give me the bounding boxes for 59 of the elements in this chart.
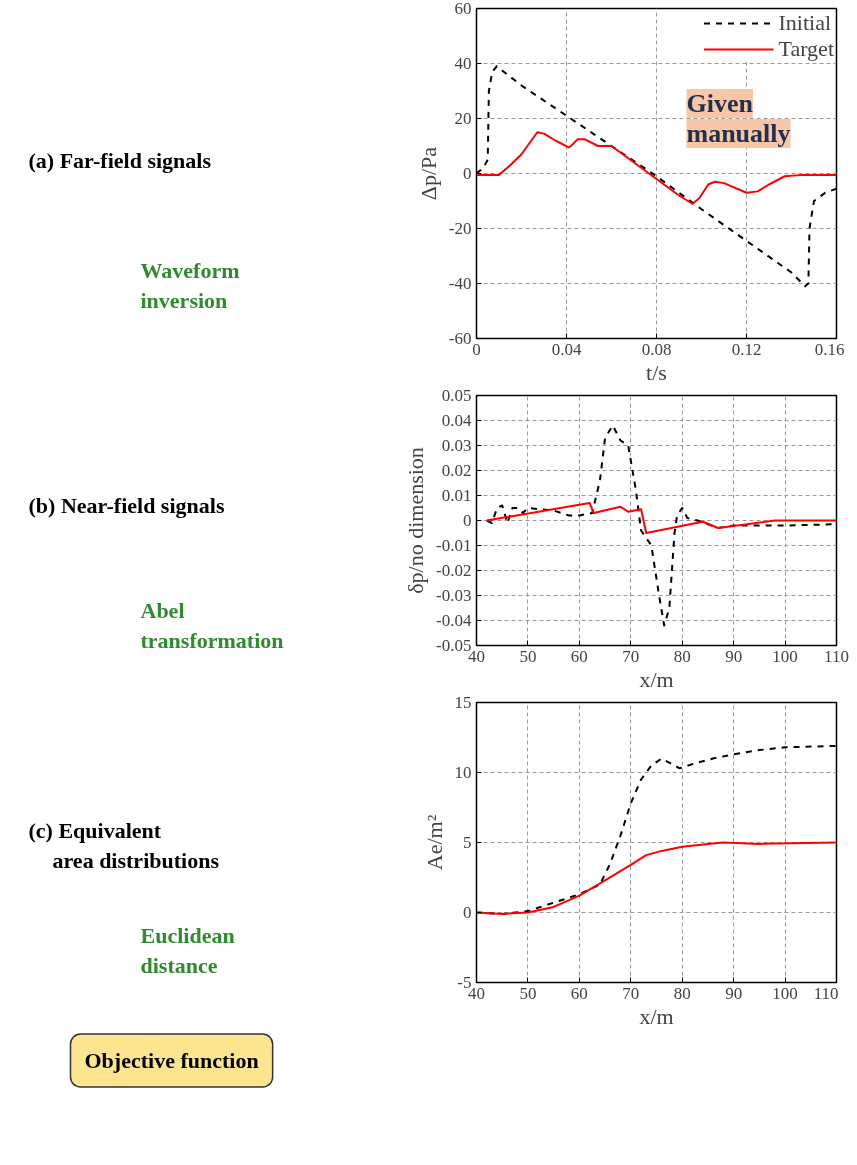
x-tick-label: 110: [824, 646, 849, 666]
y-tick-label: -0.03: [436, 586, 472, 605]
y-tick-label: -5: [457, 973, 472, 992]
y-tick-label: 15: [454, 693, 472, 712]
y-tick-label: -40: [448, 274, 472, 293]
y-tick-label: 0: [463, 164, 472, 183]
x-axis-title: x/m: [639, 666, 674, 692]
text: (b) Near-field signals: [28, 493, 225, 518]
y-tick-label: 0: [463, 511, 472, 530]
y-tick-label: -0.01: [436, 536, 472, 555]
y-tick-label: 0.01: [441, 486, 472, 505]
legend-label: Target: [778, 36, 834, 62]
y-tick-label: -20: [448, 219, 472, 238]
y-tick-label: 5: [463, 833, 472, 852]
x-tick-label: 0.04: [551, 339, 582, 359]
text: Abel transformation: [140, 598, 284, 653]
y-tick-label: -0.05: [436, 636, 472, 655]
text: Objective function: [84, 1048, 259, 1073]
x-tick-label: 100: [772, 983, 798, 1003]
x-axis-title: x/m: [639, 1003, 674, 1029]
y-tick-label: 60: [454, 0, 472, 18]
legend-label: Initial: [778, 10, 832, 36]
y-tick-label: 0.05: [441, 386, 472, 405]
x-tick-label: 50: [519, 646, 537, 666]
x-tick-label: 0.08: [641, 339, 672, 359]
x-axis-title: t/s: [646, 359, 667, 385]
text: (c) Equivalent area distributions: [28, 818, 220, 873]
x-tick-label: 60: [570, 646, 588, 666]
x-tick-label: 80: [673, 983, 691, 1003]
line-series: [476, 841, 837, 915]
x-tick-label: 60: [570, 983, 588, 1003]
x-tick-label: 90: [725, 983, 743, 1003]
x-tick-label: 0.16: [814, 339, 845, 359]
y-tick-label: 0.04: [441, 411, 472, 430]
y-tick-label: 0.03: [441, 436, 472, 455]
y-tick-label: -0.02: [436, 561, 472, 580]
annotation: Given manually: [686, 89, 791, 148]
y-tick-label: 40: [454, 54, 472, 73]
y-tick-label: 10: [454, 763, 472, 782]
x-tick-label: 110: [813, 983, 839, 1003]
y-axis-title: Ae/m²: [421, 814, 447, 871]
text: Euclidean distance: [140, 923, 235, 978]
y-axis-title: Δp/Pa: [415, 146, 441, 201]
x-tick-label: 90: [725, 646, 743, 666]
text: (a) Far-field signals: [28, 148, 212, 173]
y-tick-label: -60: [448, 329, 472, 348]
y-tick-label: -0.04: [436, 611, 472, 630]
x-tick-label: 100: [772, 646, 798, 666]
text: Waveform inversion: [140, 258, 240, 313]
x-tick-label: 80: [673, 646, 691, 666]
y-tick-label: 0.02: [441, 461, 472, 480]
y-tick-label: 0: [463, 903, 472, 922]
x-tick-label: 0.12: [731, 339, 762, 359]
x-tick-label: 50: [519, 983, 537, 1003]
x-tick-label: 70: [622, 646, 640, 666]
y-tick-label: 20: [454, 109, 472, 128]
y-axis-title: δp/no dimension: [403, 447, 429, 594]
x-tick-label: 70: [622, 983, 640, 1003]
line-series: [485, 502, 837, 534]
